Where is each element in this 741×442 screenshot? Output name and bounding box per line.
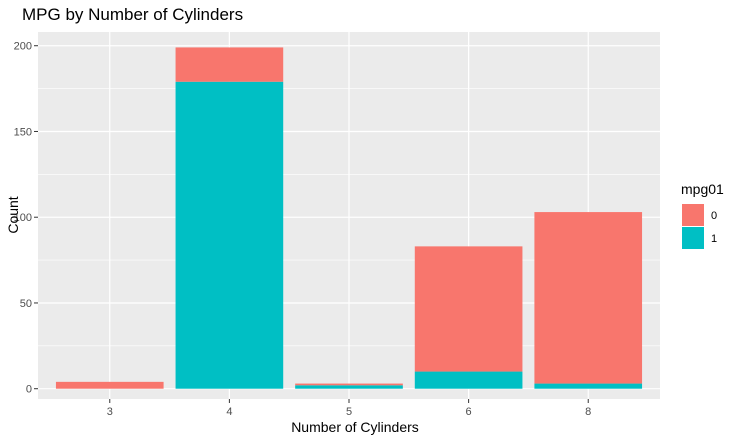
y-tick-label: 0 xyxy=(26,384,32,396)
bar-cyl-3-mpg01-0 xyxy=(55,381,164,389)
bar-cyl-6-mpg01-0 xyxy=(414,246,523,372)
legend-key-0 xyxy=(682,204,704,226)
bars xyxy=(55,47,643,389)
bar-cyl-5-mpg01-1 xyxy=(295,385,403,389)
bar-cyl-4-mpg01-0 xyxy=(175,47,284,82)
x-tick-label: 3 xyxy=(107,406,113,418)
bar-cyl-5-mpg01-0 xyxy=(295,383,403,386)
chart-title: MPG by Number of Cylinders xyxy=(22,5,243,24)
x-axis-title: Number of Cylinders xyxy=(291,419,419,435)
y-tick-label: 50 xyxy=(20,298,32,310)
legend-title: mpg01 xyxy=(681,181,724,197)
bar-cyl-8-mpg01-0 xyxy=(534,212,643,384)
legend-label-1: 1 xyxy=(711,233,717,245)
bar-cyl-6-mpg01-1 xyxy=(414,371,523,389)
x-tick-label: 6 xyxy=(466,406,472,418)
y-tick-label: 200 xyxy=(14,41,32,53)
y-tick-label: 150 xyxy=(14,126,32,138)
legend: mpg01 0 1 xyxy=(681,181,724,249)
legend-label-0: 0 xyxy=(711,210,717,222)
x-tick-label: 4 xyxy=(226,406,232,418)
x-axis: 3 4 5 6 8 xyxy=(107,399,591,418)
y-axis-title: Count xyxy=(5,196,21,233)
bar-cyl-8-mpg01-1 xyxy=(534,383,643,389)
x-tick-label: 8 xyxy=(585,406,591,418)
legend-key-1 xyxy=(682,227,704,249)
y-tick-label: 100 xyxy=(14,212,32,224)
x-tick-label: 5 xyxy=(346,406,352,418)
bar-cyl-4-mpg01-1 xyxy=(175,81,284,389)
y-axis: 0 50 100 150 200 xyxy=(14,41,38,396)
